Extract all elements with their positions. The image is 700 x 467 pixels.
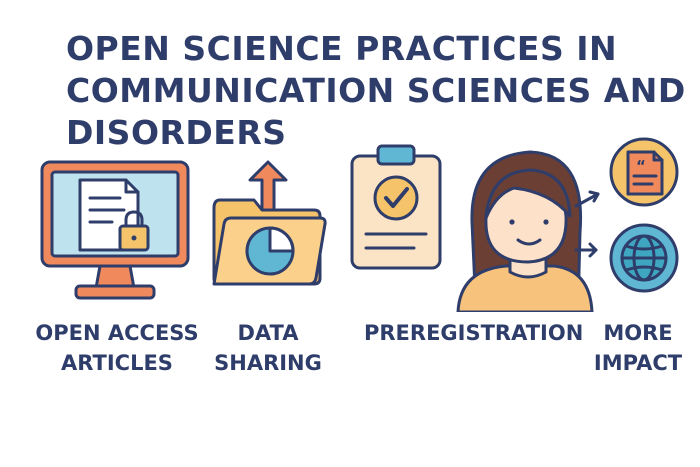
- clipboard-check-icon: [350, 144, 442, 270]
- title-line-2: COMMUNICATION SCIENCES AND: [66, 71, 686, 110]
- label-open-access-articles: OPEN ACCESS ARTICLES: [35, 321, 199, 375]
- computer-lock-document-icon: [40, 160, 190, 300]
- label-data-sharing: DATA SHARING: [214, 321, 322, 375]
- folder-upload-chart-icon: [212, 160, 327, 286]
- label-more-impact: MORE IMPACT: [593, 321, 683, 375]
- svg-text:“: “: [636, 157, 646, 175]
- title-line-1: OPEN SCIENCE PRACTICES IN: [66, 29, 618, 68]
- label-preregistration: PREREGISTRATION: [364, 321, 584, 345]
- title-line-3: DISORDERS: [66, 113, 287, 152]
- page-title: OPEN SCIENCE PRACTICES IN COMMUNICATION …: [66, 28, 686, 154]
- researcher-impact-icon: “: [456, 137, 679, 312]
